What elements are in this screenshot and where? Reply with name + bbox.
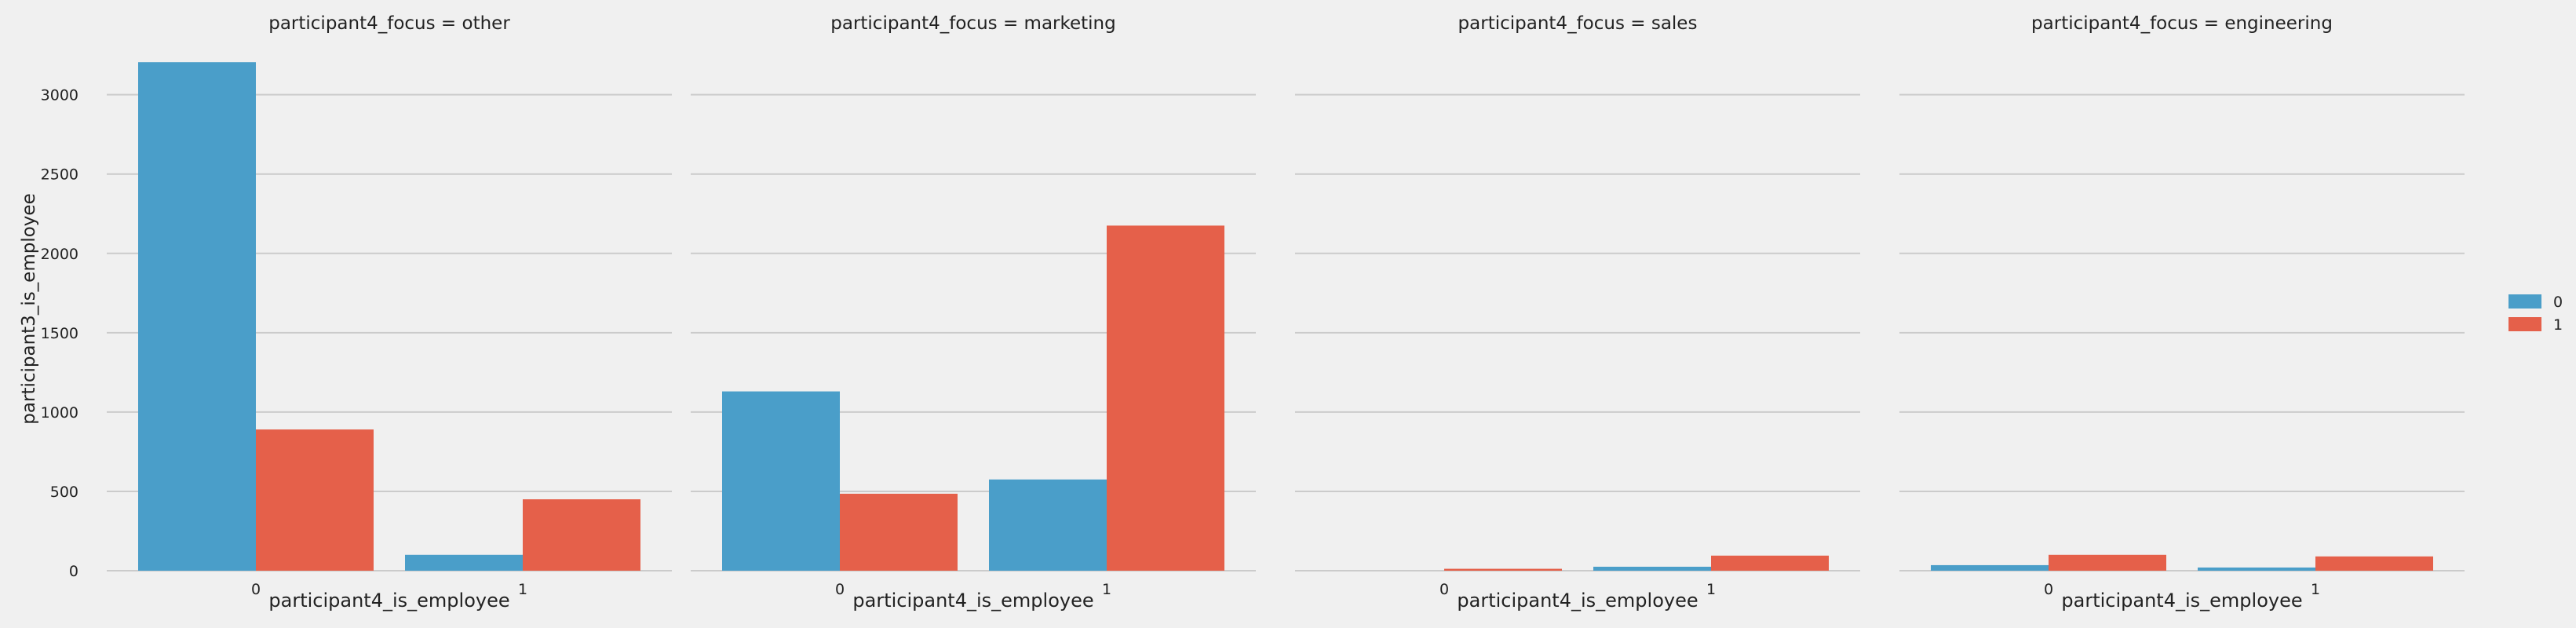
x-axis-label: participant4_is_employee — [1457, 590, 1698, 612]
x-axis-label: participant4_is_employee — [2061, 590, 2302, 612]
facet-panel: 0 1 participant4_focus = engineering partic… — [1899, 13, 2465, 612]
y-tick-label: 2000 — [41, 246, 78, 263]
bar — [1711, 555, 1829, 571]
x-tick-label: 1 — [1102, 581, 1111, 598]
x-tick-label: 1 — [2311, 581, 2320, 598]
bar — [523, 499, 640, 571]
x-axis-label: participant4_is_employee — [852, 590, 1093, 612]
legend-label: 1 — [2553, 316, 2563, 334]
x-tick-label: 0 — [251, 581, 261, 598]
legend-swatch — [2508, 294, 2541, 309]
facet-panel: 0 1 participant4_focus = marketing particip… — [691, 13, 1256, 612]
bar — [256, 429, 374, 571]
x-axis-label: participant4_is_employee — [268, 590, 509, 612]
facet-title: participant4_focus = engineering — [2031, 13, 2333, 34]
y-tick-label: 1000 — [41, 404, 78, 422]
facet-panel: 0 1 participant4_focus = other participant4… — [41, 13, 672, 612]
bar — [138, 62, 256, 571]
bar — [2198, 567, 2315, 571]
bar — [2049, 554, 2166, 571]
y-axis-label: participant3_is_employee — [19, 193, 39, 424]
x-tick-label: 1 — [1706, 581, 1716, 598]
y-tick-label: 2500 — [41, 166, 78, 184]
bar — [1593, 566, 1711, 571]
facet-title: participant4_focus = marketing — [830, 13, 1115, 34]
facet-panel: 0 1 participant4_focus = sales participant4… — [1295, 13, 1860, 612]
y-tick-label: 500 — [50, 484, 78, 501]
legend: 01 — [2508, 294, 2563, 334]
legend-swatch — [2508, 317, 2541, 331]
y-tick-label: 3000 — [41, 87, 78, 104]
x-tick-label: 0 — [2044, 581, 2053, 598]
facet-title: participant4_focus = other — [268, 13, 510, 34]
bar — [840, 493, 958, 571]
bar — [1107, 225, 1224, 571]
bar — [2315, 556, 2433, 571]
bar — [405, 554, 523, 571]
y-tick-label: 0 — [69, 563, 78, 580]
legend-label: 0 — [2553, 294, 2563, 311]
bar — [1444, 568, 1562, 571]
y-tick-label: 1500 — [41, 325, 78, 342]
x-tick-label: 0 — [1439, 581, 1449, 598]
facet-panels: 0 1 participant4_focus = other participant4… — [41, 13, 2465, 612]
facet-title: participant4_focus = sales — [1458, 13, 1698, 34]
bar — [1931, 564, 2049, 571]
x-tick-label: 0 — [835, 581, 845, 598]
x-tick-label: 1 — [518, 581, 527, 598]
bar — [722, 391, 840, 571]
bar — [989, 479, 1107, 571]
